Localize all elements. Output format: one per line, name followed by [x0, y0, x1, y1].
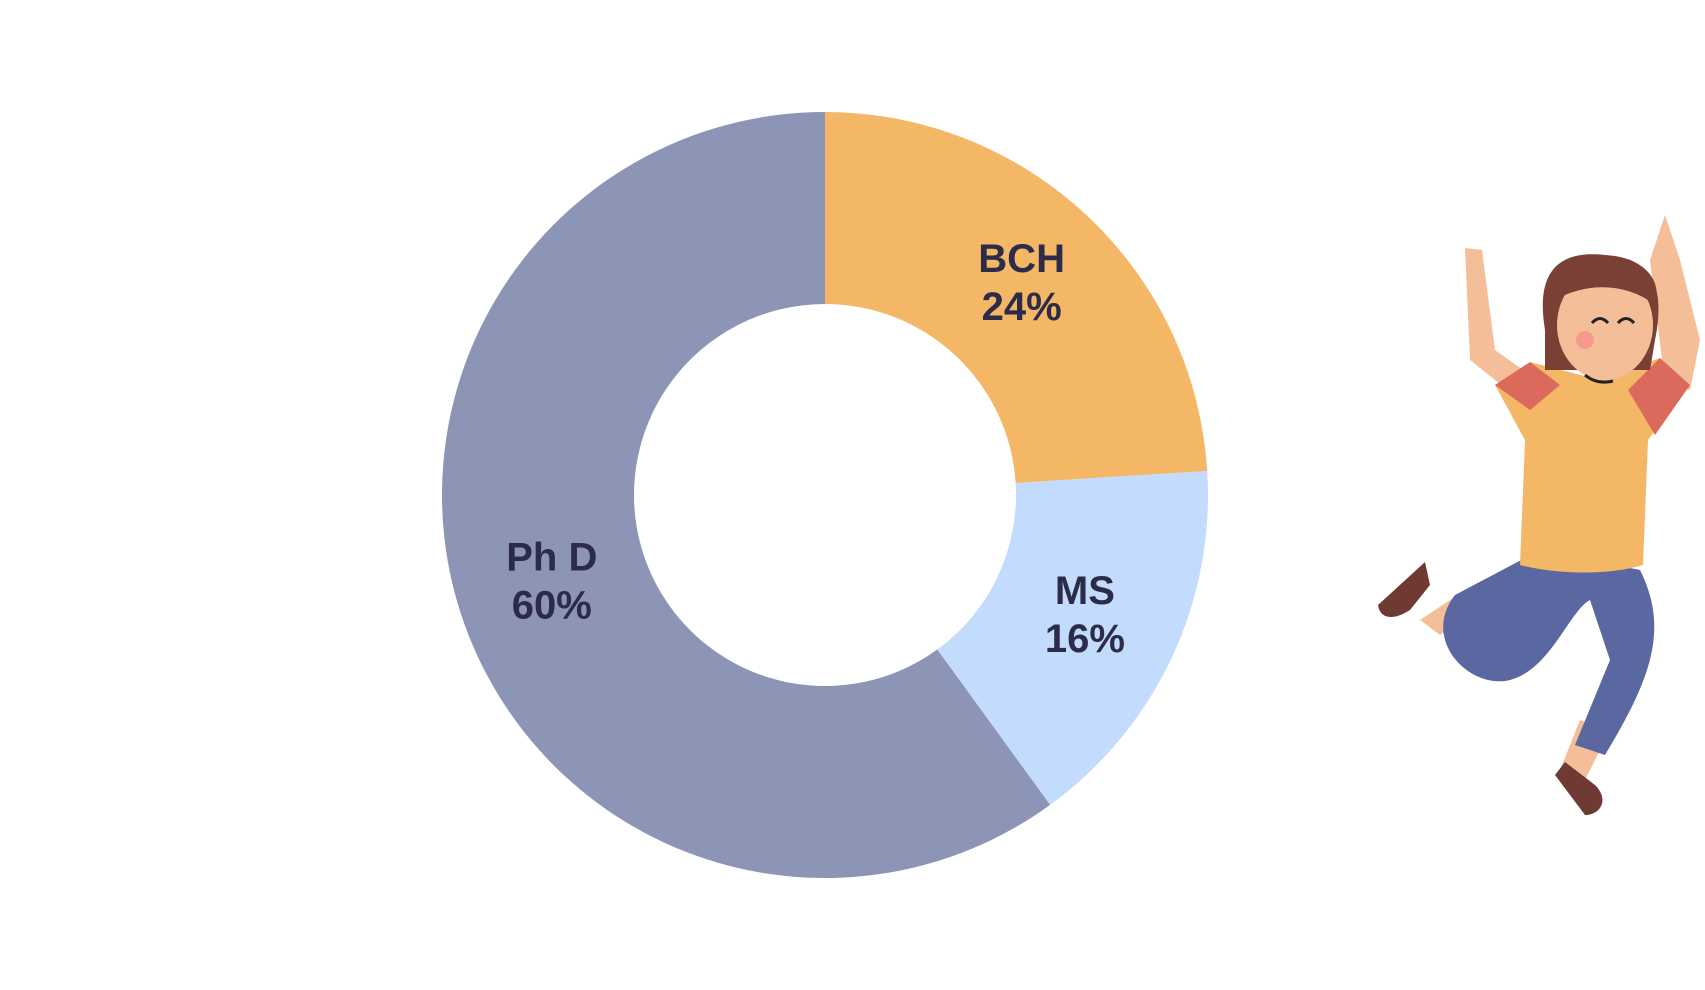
shoe — [1555, 762, 1603, 815]
slice-label: BCH — [978, 237, 1065, 281]
arm — [1465, 248, 1530, 400]
slice — [825, 112, 1208, 484]
shoe — [1378, 562, 1430, 617]
value-label: 60% — [512, 583, 592, 627]
sleeve — [1495, 358, 1690, 435]
slice-label: Ph D — [506, 535, 597, 579]
face — [1557, 270, 1653, 380]
pants — [1443, 550, 1655, 755]
illustration — [1378, 215, 1700, 815]
value-label: 24% — [982, 285, 1062, 329]
arm — [1650, 215, 1700, 390]
slice — [937, 470, 1208, 805]
value-label: 16% — [1045, 617, 1125, 661]
slice-label: MS — [1055, 569, 1115, 613]
cheek — [1576, 331, 1594, 349]
face-lines — [1584, 317, 1636, 384]
hair — [1555, 256, 1657, 305]
slice — [441, 112, 1051, 879]
